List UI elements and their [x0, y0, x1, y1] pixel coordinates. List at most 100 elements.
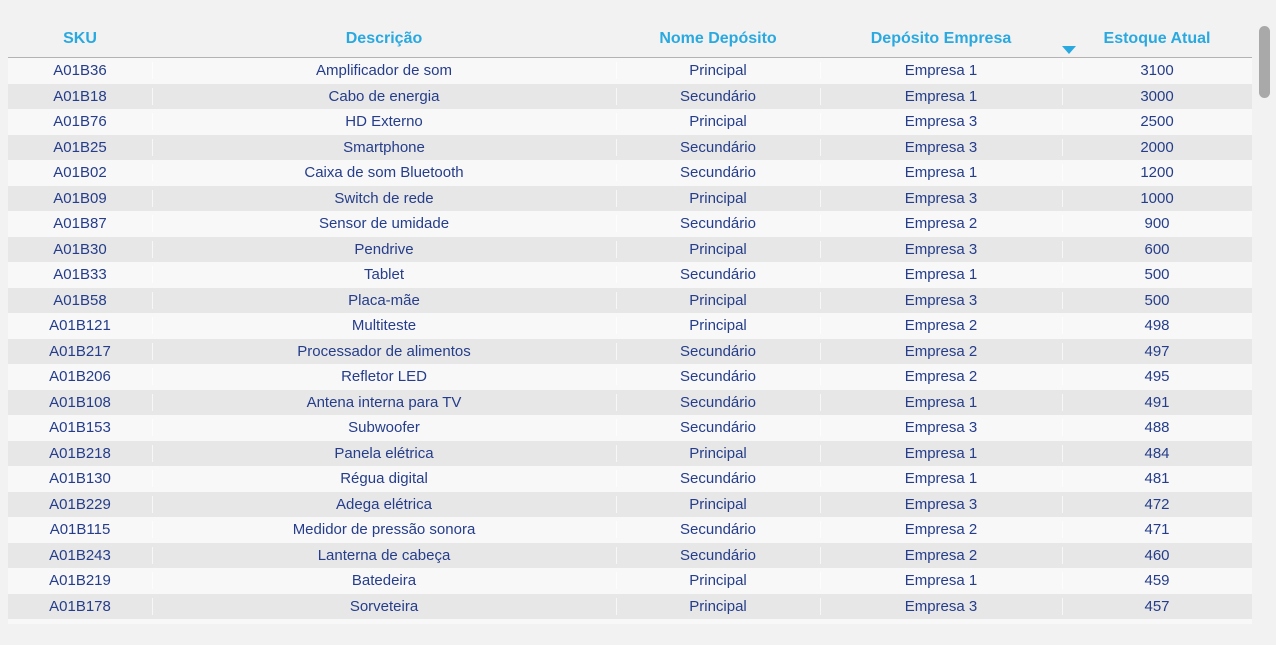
table-row[interactable]: A01B217 Processador de alimentos Secundári…: [8, 338, 1252, 364]
cell-estoque_atual: 600: [1062, 241, 1252, 258]
cell-nome_deposito: Secundário: [616, 343, 820, 360]
table-row[interactable]: A01B02 Caixa de som Bluetooth Secundário Em…: [8, 160, 1252, 186]
cell-nome_deposito: Principal: [616, 241, 820, 258]
cell-deposito_empresa: Empresa 1: [820, 266, 1062, 283]
cell-descricao: Caixa de som Bluetooth: [152, 164, 616, 181]
cell-estoque_atual: 500: [1062, 292, 1252, 309]
cell-nome_deposito: Principal: [616, 190, 820, 207]
cell-estoque_atual: 484: [1062, 445, 1252, 462]
sort-descending-icon[interactable]: [1062, 46, 1076, 54]
cell-sku: A01B121: [49, 317, 111, 335]
table-row[interactable]: A01B58 Placa-mãe Principal Empresa 3 500: [8, 287, 1252, 313]
cell-estoque_atual: 1200: [1062, 164, 1252, 181]
table-row[interactable]: A01B115 Medidor de pressão sonora Secundár…: [8, 517, 1252, 543]
cell-descricao: Tablet: [152, 266, 616, 283]
cell-descricao: Subwoofer: [152, 419, 616, 436]
clipped-table-row: [8, 619, 1252, 624]
cell-nome_deposito: Principal: [616, 62, 820, 79]
cell-deposito_empresa: Empresa 2: [820, 215, 1062, 232]
cell-estoque_atual: 481: [1062, 470, 1252, 487]
cell-descricao: Processador de alimentos: [152, 343, 616, 360]
cell-deposito_empresa: Empresa 3: [820, 292, 1062, 309]
cell-nome_deposito: Secundário: [616, 394, 820, 411]
cell-deposito_empresa: Empresa 1: [820, 572, 1062, 589]
cell-estoque_atual: 457: [1062, 598, 1252, 615]
cell-estoque_atual: 3000: [1062, 88, 1252, 105]
cell-deposito_empresa: Empresa 3: [820, 139, 1062, 156]
cell-deposito_empresa: Empresa 3: [820, 190, 1062, 207]
cell-nome_deposito: Principal: [616, 572, 820, 589]
cell-deposito_empresa: Empresa 1: [820, 445, 1062, 462]
column-header-nome-deposito[interactable]: Nome Depósito: [659, 29, 777, 47]
table-row[interactable]: A01B33 Tablet Secundário Empresa 1 500: [8, 262, 1252, 288]
table-row[interactable]: A01B18 Cabo de energia Secundário Empresa 1…: [8, 83, 1252, 109]
table-row[interactable]: A01B09 Switch de rede Principal Empresa 3 10…: [8, 185, 1252, 211]
table-row[interactable]: A01B178 Sorveteira Principal Empresa 3 457: [8, 593, 1252, 619]
table-row[interactable]: A01B121 Multiteste Principal Empresa 2 498: [8, 313, 1252, 339]
cell-sku: A01B218: [49, 444, 111, 462]
cell-estoque_atual: 459: [1062, 572, 1252, 589]
cell-descricao: Placa-mãe: [152, 292, 616, 309]
table-row[interactable]: A01B76 HD Externo Principal Empresa 3 2500: [8, 109, 1252, 135]
cell-deposito_empresa: Empresa 1: [820, 470, 1062, 487]
table-header-row: SKU Descrição Nome Depósito Depósito Emp…: [8, 20, 1252, 58]
cell-descricao: Batedeira: [152, 572, 616, 589]
column-header-estoque-atual[interactable]: Estoque Atual: [1103, 29, 1211, 47]
cell-nome_deposito: Secundário: [616, 419, 820, 436]
cell-sku: A01B243: [49, 546, 111, 564]
cell-deposito_empresa: Empresa 3: [820, 113, 1062, 130]
cell-deposito_empresa: Empresa 3: [820, 496, 1062, 513]
cell-descricao: Pendrive: [152, 241, 616, 258]
table-row[interactable]: A01B25 Smartphone Secundário Empresa 3 2000: [8, 134, 1252, 160]
cell-deposito_empresa: Empresa 2: [820, 547, 1062, 564]
cell-sku: A01B217: [49, 342, 111, 360]
cell-estoque_atual: 495: [1062, 368, 1252, 385]
cell-nome_deposito: Secundário: [616, 470, 820, 487]
cell-sku: A01B130: [49, 470, 111, 488]
column-header-descricao[interactable]: Descrição: [345, 29, 423, 47]
cell-sku: A01B33: [53, 266, 107, 284]
cell-estoque_atual: 1000: [1062, 190, 1252, 207]
vertical-scrollbar-thumb[interactable]: [1259, 26, 1270, 98]
cell-estoque_atual: 3100: [1062, 62, 1252, 79]
cell-descricao: Smartphone: [152, 139, 616, 156]
cell-nome_deposito: Secundário: [616, 368, 820, 385]
cell-descricao: Panela elétrica: [152, 445, 616, 462]
table-row[interactable]: A01B36 Amplificador de som Principal Empres…: [8, 58, 1252, 84]
cell-deposito_empresa: Empresa 1: [820, 394, 1062, 411]
cell-descricao: Multiteste: [152, 317, 616, 334]
table-row[interactable]: A01B243 Lanterna de cabeça Secundário Empre…: [8, 542, 1252, 568]
table-body: A01B36 Amplificador de som Principal Empres…: [8, 58, 1252, 619]
table-row[interactable]: A01B218 Panela elétrica Principal Empresa 1…: [8, 440, 1252, 466]
inventory-table: SKU Descrição Nome Depósito Depósito Emp…: [8, 20, 1252, 624]
cell-descricao: Antena interna para TV: [152, 394, 616, 411]
cell-sku: A01B76: [53, 113, 107, 131]
column-header-deposito-empresa[interactable]: Depósito Empresa: [870, 29, 1012, 47]
cell-sku: A01B58: [53, 291, 107, 309]
cell-sku: A01B25: [53, 138, 107, 156]
table-row[interactable]: A01B206 Refletor LED Secundário Empresa 2 49…: [8, 364, 1252, 390]
cell-nome_deposito: Secundário: [616, 521, 820, 538]
cell-estoque_atual: 500: [1062, 266, 1252, 283]
cell-sku: A01B115: [49, 521, 111, 539]
cell-descricao: Lanterna de cabeça: [152, 547, 616, 564]
cell-nome_deposito: Principal: [616, 598, 820, 615]
cell-nome_deposito: Principal: [616, 445, 820, 462]
cell-nome_deposito: Principal: [616, 496, 820, 513]
table-row[interactable]: A01B219 Batedeira Principal Empresa 1 459: [8, 568, 1252, 594]
column-header-sku[interactable]: SKU: [63, 29, 97, 47]
cell-estoque_atual: 2000: [1062, 139, 1252, 156]
table-row[interactable]: A01B153 Subwoofer Secundário Empresa 3 488: [8, 415, 1252, 441]
cell-estoque_atual: 491: [1062, 394, 1252, 411]
table-row[interactable]: A01B87 Sensor de umidade Secundário Empresa…: [8, 211, 1252, 237]
cell-nome_deposito: Secundário: [616, 215, 820, 232]
table-row[interactable]: A01B108 Antena interna para TV Secundário E…: [8, 389, 1252, 415]
cell-nome_deposito: Principal: [616, 317, 820, 334]
cell-sku: A01B18: [53, 87, 107, 105]
cell-nome_deposito: Principal: [616, 113, 820, 130]
table-row[interactable]: A01B30 Pendrive Principal Empresa 3 600: [8, 236, 1252, 262]
cell-estoque_atual: 460: [1062, 547, 1252, 564]
cell-descricao: Sorveteira: [152, 598, 616, 615]
